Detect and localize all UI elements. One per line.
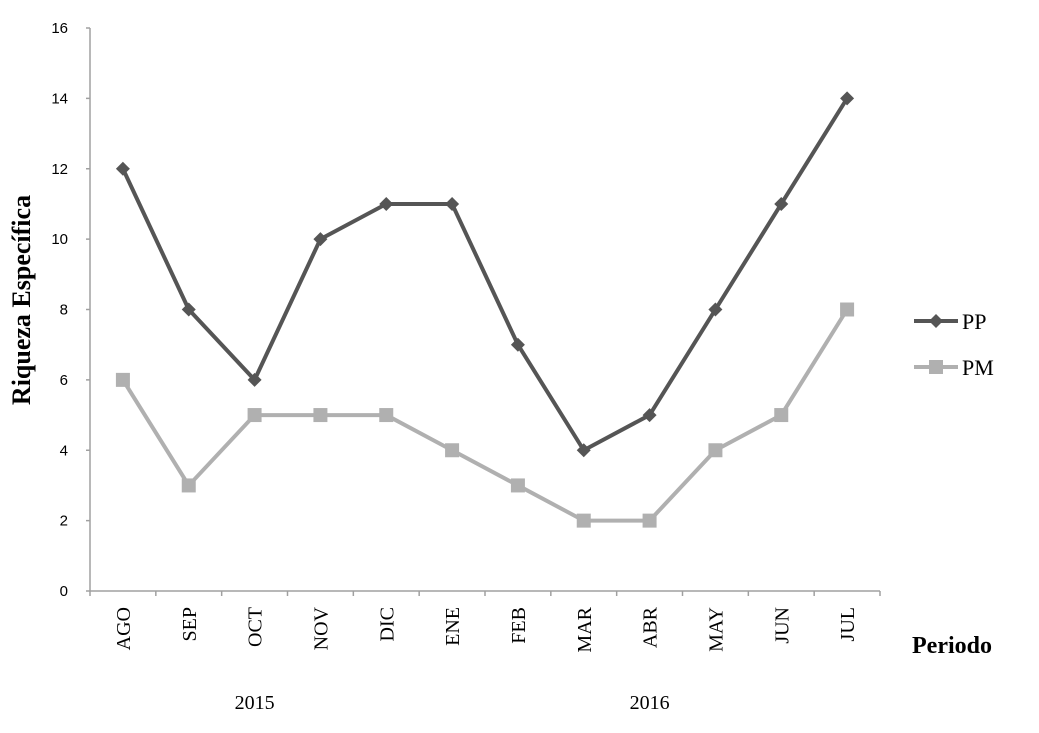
data-point bbox=[313, 232, 328, 247]
y-tick-label: 10 bbox=[51, 231, 68, 248]
series-line-pp bbox=[121, 97, 849, 453]
data-point bbox=[115, 372, 130, 387]
x-tick-label: FEB bbox=[508, 607, 530, 644]
legend-marker bbox=[929, 314, 943, 328]
y-tick-label: 4 bbox=[60, 442, 68, 459]
data-point bbox=[313, 408, 328, 423]
x-tick-label: JUN bbox=[771, 607, 793, 644]
legend-label: PM bbox=[962, 355, 994, 380]
data-point bbox=[181, 478, 196, 493]
y-tick-label: 0 bbox=[60, 583, 68, 600]
data-point bbox=[576, 513, 591, 528]
series-group bbox=[115, 91, 855, 528]
series-pm bbox=[115, 302, 855, 528]
year-label: 2015 bbox=[235, 692, 275, 714]
y-tick-label: 12 bbox=[51, 161, 68, 178]
data-point bbox=[445, 196, 460, 211]
legend-item: PP bbox=[914, 309, 986, 334]
y-axis-title: Riqueza Específica bbox=[7, 195, 36, 405]
x-tick-label: JUL bbox=[837, 607, 859, 641]
data-point bbox=[708, 302, 723, 317]
series-line-pm bbox=[121, 308, 849, 523]
data-point bbox=[510, 337, 525, 352]
data-point bbox=[774, 408, 789, 423]
data-point bbox=[840, 91, 855, 106]
data-point bbox=[115, 161, 130, 176]
data-point bbox=[181, 302, 196, 317]
data-point bbox=[642, 408, 657, 423]
legend-marker bbox=[929, 360, 943, 374]
x-tick-label: AGO bbox=[113, 607, 135, 650]
data-point bbox=[576, 443, 591, 458]
x-tick-label: OCT bbox=[245, 607, 267, 647]
x-tick-label: MAY bbox=[705, 607, 727, 652]
y-tick-labels: 0 2 4 6 8 10 12 14 16 bbox=[51, 20, 90, 600]
y-tick-label: 2 bbox=[60, 513, 68, 530]
axes bbox=[89, 28, 880, 592]
legend: PP PM bbox=[914, 309, 994, 380]
year-labels: 2015 2016 bbox=[235, 692, 670, 714]
series-pp bbox=[115, 91, 855, 458]
data-point bbox=[510, 478, 525, 493]
x-axis-title: Periodo bbox=[912, 633, 992, 659]
x-tick-label: NOV bbox=[310, 606, 332, 650]
x-tick-label: MAR bbox=[574, 606, 596, 652]
data-point bbox=[642, 513, 657, 528]
data-point bbox=[445, 443, 460, 458]
y-tick-label: 14 bbox=[51, 90, 68, 107]
y-tick-label: 16 bbox=[51, 20, 68, 37]
legend-item: PM bbox=[914, 355, 994, 380]
year-label: 2016 bbox=[630, 692, 670, 714]
x-tick-label: ENE bbox=[442, 607, 464, 646]
data-point bbox=[379, 196, 394, 211]
data-point bbox=[774, 196, 789, 211]
data-point bbox=[708, 443, 723, 458]
y-tick-label: 8 bbox=[60, 302, 68, 319]
data-point bbox=[247, 372, 262, 387]
x-tick-label: ABR bbox=[640, 606, 662, 648]
data-point bbox=[840, 302, 855, 317]
legend-label: PP bbox=[962, 309, 986, 334]
data-point bbox=[379, 408, 394, 423]
x-tick-label: SEP bbox=[179, 607, 201, 641]
x-tick-labels: AGO SEP OCT NOV DIC ENE FEB MAR ABR MAY JUN JUL bbox=[89, 591, 881, 653]
y-tick-label: 6 bbox=[60, 372, 68, 389]
data-point bbox=[247, 408, 262, 423]
x-tick-label: DIC bbox=[376, 607, 398, 641]
